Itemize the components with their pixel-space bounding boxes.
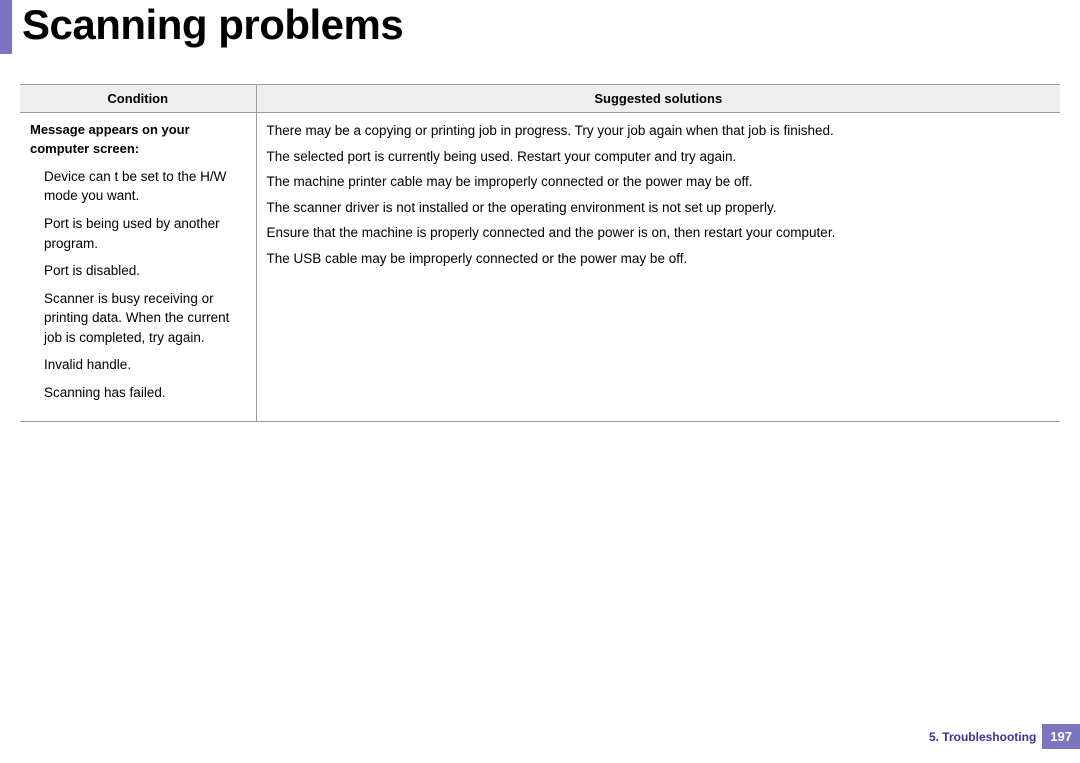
list-item: Port is disabled.: [44, 261, 246, 281]
solutions-list: There may be a copying or printing job i…: [267, 121, 1051, 268]
cell-condition: Message appears on your computer screen:…: [20, 113, 256, 421]
page-number-badge: 197: [1042, 724, 1080, 749]
list-item: Ensure that the machine is properly conn…: [267, 223, 1051, 243]
page-title: Scanning problems: [22, 0, 403, 54]
table-row: Message appears on your computer screen:…: [20, 113, 1060, 421]
table-header-row: Condition Suggested solutions: [20, 85, 1060, 113]
list-item: Device can t be set to the H/W mode you …: [44, 167, 246, 206]
list-item: The USB cable may be improperly connecte…: [267, 249, 1051, 269]
title-block: Scanning problems: [0, 0, 1080, 54]
cell-solutions: There may be a copying or printing job i…: [256, 113, 1060, 421]
list-item: The machine printer cable may be imprope…: [267, 172, 1051, 192]
header-condition: Condition: [20, 85, 256, 113]
list-item: There may be a copying or printing job i…: [267, 121, 1051, 141]
list-item: Invalid handle.: [44, 355, 246, 375]
page-footer: 5. Troubleshooting 197: [929, 724, 1080, 749]
title-accent-bar: [0, 0, 12, 54]
troubleshooting-table-wrap: Condition Suggested solutions Message ap…: [20, 84, 1060, 421]
condition-list: Device can t be set to the H/W mode you …: [30, 167, 246, 403]
condition-heading: Message appears on your computer screen:: [30, 121, 246, 159]
list-item: Scanner is busy receiving or printing da…: [44, 289, 246, 348]
list-item: Port is being used by another program.: [44, 214, 246, 253]
list-item: The selected port is currently being use…: [267, 147, 1051, 167]
troubleshooting-table: Condition Suggested solutions Message ap…: [20, 84, 1060, 421]
list-item: Scanning has failed.: [44, 383, 246, 403]
footer-chapter: 5. Troubleshooting: [929, 730, 1036, 744]
header-solutions: Suggested solutions: [256, 85, 1060, 113]
list-item: The scanner driver is not installed or t…: [267, 198, 1051, 218]
